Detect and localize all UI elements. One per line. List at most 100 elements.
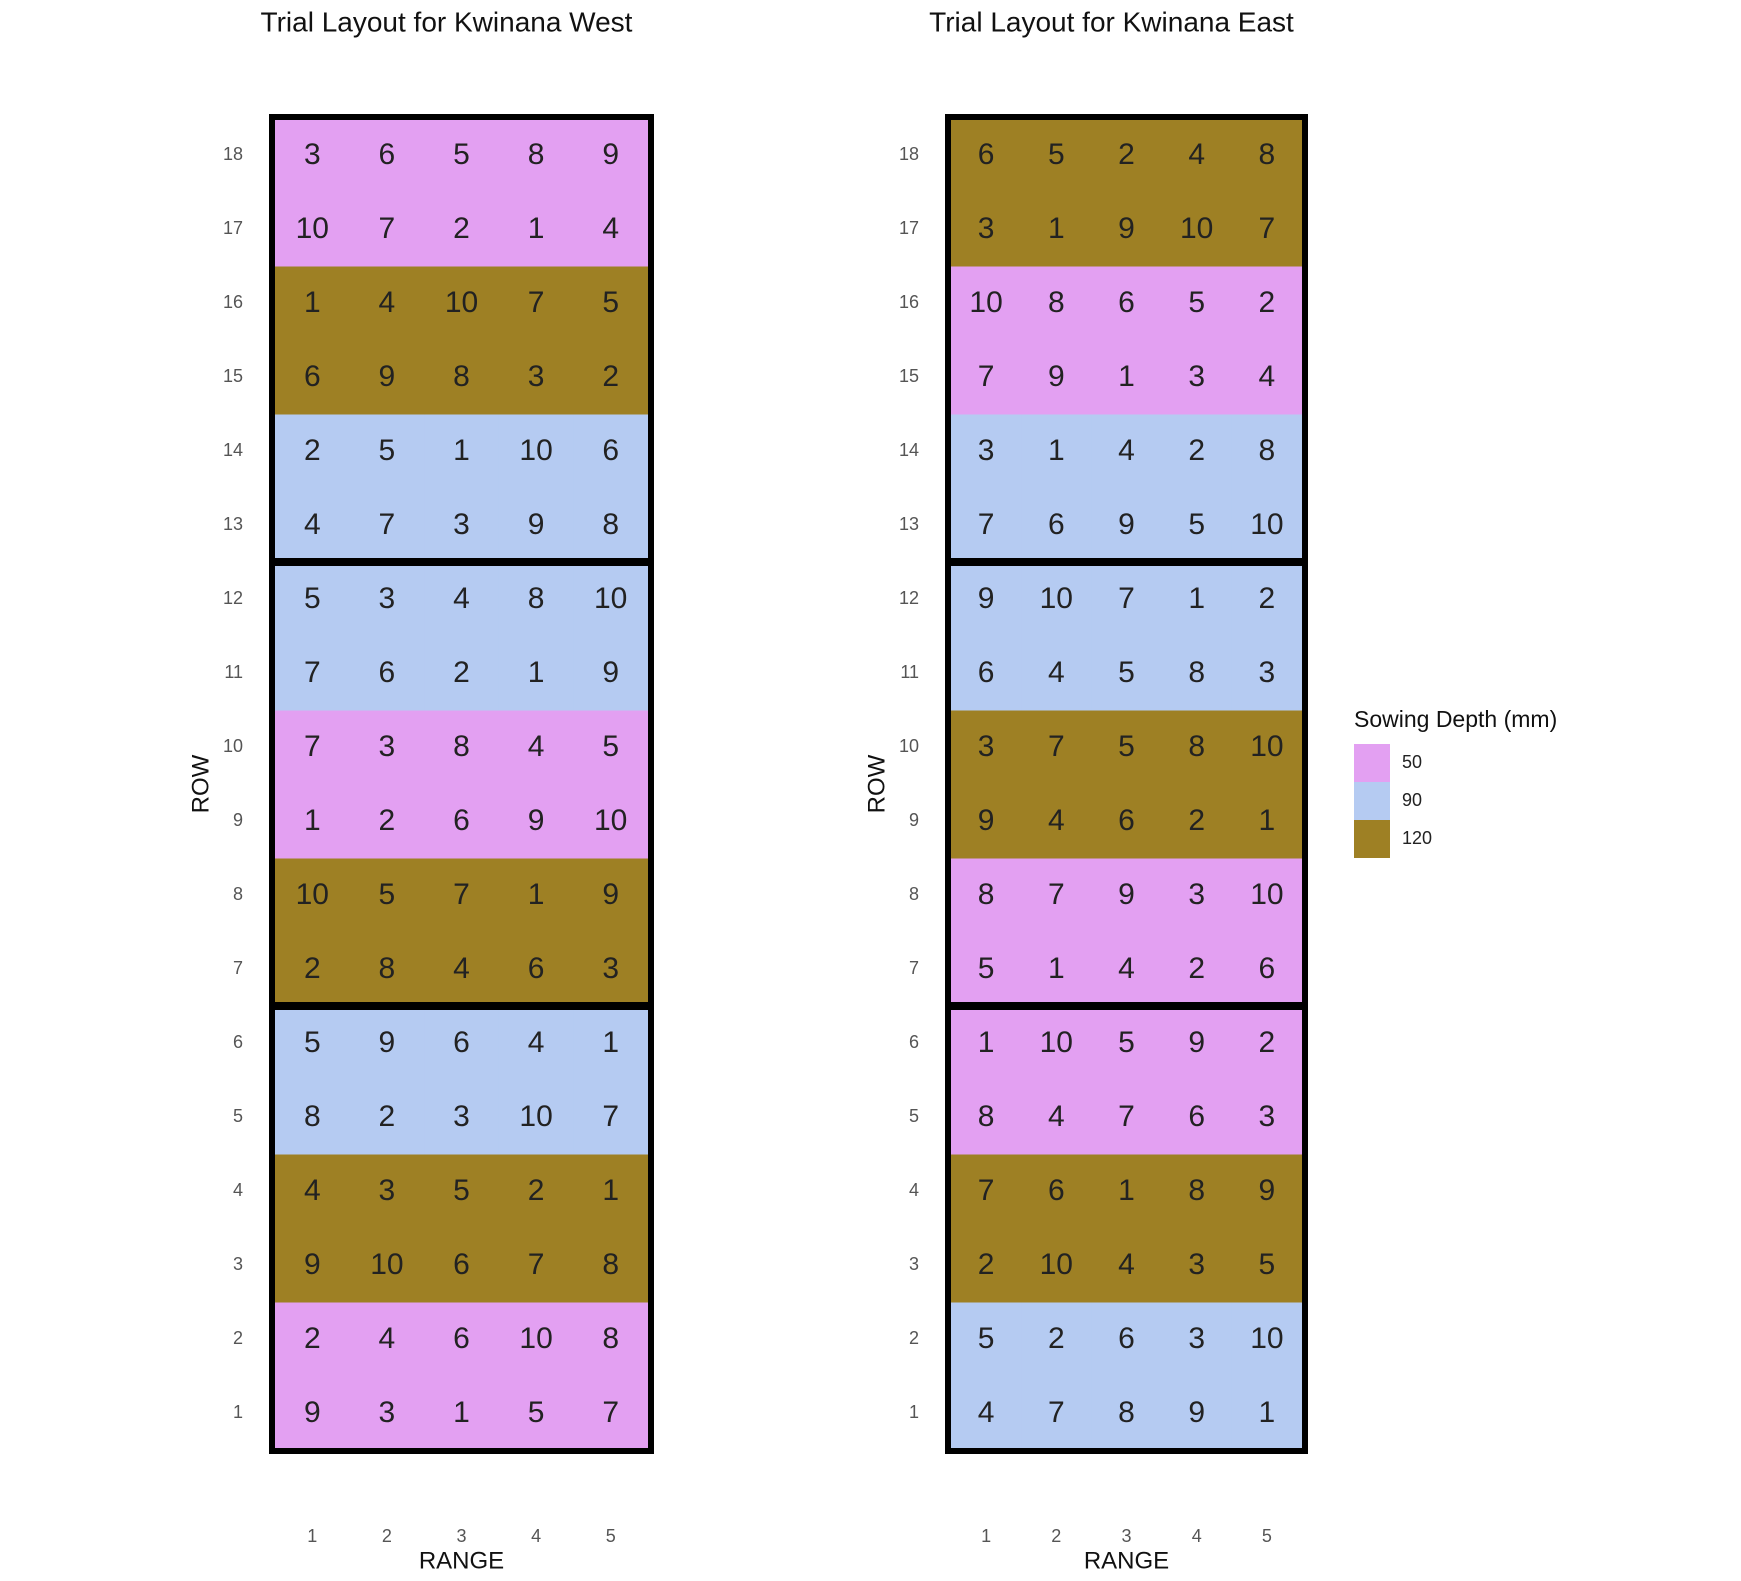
cell-label: 4 xyxy=(379,1322,396,1355)
tile xyxy=(275,636,351,711)
cell-label: 2 xyxy=(528,1174,545,1207)
tile xyxy=(498,710,574,785)
tile xyxy=(1231,1154,1303,1229)
tile xyxy=(349,340,425,415)
tile xyxy=(424,932,500,1007)
y-tick-label: 16 xyxy=(899,292,919,312)
y-tick-label: 14 xyxy=(223,440,243,460)
y-tick-label: 1 xyxy=(909,1402,919,1422)
cell-label: 1 xyxy=(453,434,470,467)
tile xyxy=(424,858,500,933)
y-tick-label: 13 xyxy=(899,514,919,534)
tile xyxy=(1161,1006,1233,1081)
tile xyxy=(275,414,351,489)
cell-label: 1 xyxy=(528,656,545,689)
cell-label: 9 xyxy=(978,582,995,615)
cell-label: 2 xyxy=(1118,138,1135,171)
cell-label: 8 xyxy=(453,360,470,393)
tile xyxy=(1161,932,1233,1007)
tile xyxy=(1021,1376,1092,1451)
cell-label: 9 xyxy=(602,656,619,689)
y-tick-label: 8 xyxy=(233,884,243,904)
cell-label: 8 xyxy=(602,1322,619,1355)
tile xyxy=(349,1376,425,1451)
cell-label: 10 xyxy=(1250,730,1283,763)
tile xyxy=(1091,118,1163,193)
cell-label: 4 xyxy=(1118,1248,1135,1281)
tile xyxy=(424,340,500,415)
tile xyxy=(951,932,1022,1007)
tile xyxy=(498,192,574,267)
tile xyxy=(275,1080,351,1155)
tile xyxy=(951,1006,1022,1081)
cell-label: 10 xyxy=(1250,1322,1283,1355)
cell-label: 5 xyxy=(379,434,396,467)
cell-label: 8 xyxy=(1259,138,1276,171)
cell-label: 10 xyxy=(594,804,627,837)
y-tick-label: 17 xyxy=(223,218,243,238)
cell-label: 9 xyxy=(1188,1396,1205,1429)
tile xyxy=(498,636,574,711)
tile xyxy=(275,118,351,193)
cell-label: 10 xyxy=(370,1248,403,1281)
cell-label: 9 xyxy=(304,1396,321,1429)
cell-label: 5 xyxy=(1048,138,1065,171)
cell-label: 2 xyxy=(304,434,321,467)
cell-label: 7 xyxy=(978,1174,995,1207)
tile xyxy=(1021,340,1092,415)
tile xyxy=(1231,1006,1303,1081)
cell-label: 7 xyxy=(304,656,321,689)
cell-label: 6 xyxy=(379,138,396,171)
tile xyxy=(498,1006,574,1081)
cell-label: 10 xyxy=(519,1100,552,1133)
cell-label: 9 xyxy=(602,138,619,171)
cell-label: 9 xyxy=(528,508,545,541)
cell-label: 8 xyxy=(453,730,470,763)
cell-label: 8 xyxy=(978,878,995,911)
cell-label: 6 xyxy=(453,1322,470,1355)
y-axis-label: ROW xyxy=(187,754,214,813)
tile xyxy=(573,118,649,193)
legend-swatch xyxy=(1354,820,1390,858)
tile xyxy=(951,192,1022,267)
cell-label: 7 xyxy=(1048,1396,1065,1429)
tile xyxy=(1231,488,1303,563)
cell-label: 5 xyxy=(528,1396,545,1429)
tile xyxy=(1231,636,1303,711)
cell-label: 6 xyxy=(1188,1100,1205,1133)
tile xyxy=(1161,488,1233,563)
cell-label: 2 xyxy=(1188,434,1205,467)
x-tick-label: 4 xyxy=(1192,1526,1202,1546)
cell-label: 9 xyxy=(1118,878,1135,911)
cell-label: 2 xyxy=(1188,952,1205,985)
cell-label: 8 xyxy=(1188,730,1205,763)
legend-title: Sowing Depth (mm) xyxy=(1354,706,1557,732)
cell-label: 6 xyxy=(1048,1174,1065,1207)
cell-label: 6 xyxy=(528,952,545,985)
tile xyxy=(951,488,1022,563)
y-tick-label: 5 xyxy=(233,1106,243,1126)
y-tick-label: 3 xyxy=(909,1254,919,1274)
tile xyxy=(1021,1006,1092,1081)
cell-label: 8 xyxy=(1188,656,1205,689)
tile xyxy=(1021,1302,1092,1377)
cell-label: 1 xyxy=(528,878,545,911)
cell-label: 7 xyxy=(528,286,545,319)
y-tick-label: 9 xyxy=(909,810,919,830)
y-tick-label: 15 xyxy=(899,366,919,386)
y-tick-label: 1 xyxy=(233,1402,243,1422)
cell-label: 10 xyxy=(1250,508,1283,541)
tile xyxy=(424,1376,500,1451)
tile xyxy=(1091,266,1163,341)
cell-label: 5 xyxy=(1188,286,1205,319)
tile xyxy=(1231,562,1303,637)
cell-label: 4 xyxy=(528,730,545,763)
cell-label: 10 xyxy=(519,1322,552,1355)
cell-label: 1 xyxy=(602,1174,619,1207)
cell-label: 9 xyxy=(1048,360,1065,393)
tile xyxy=(1021,266,1092,341)
cell-label: 7 xyxy=(602,1396,619,1429)
tile xyxy=(1161,1154,1233,1229)
tile xyxy=(275,710,351,785)
cell-label: 2 xyxy=(1188,804,1205,837)
